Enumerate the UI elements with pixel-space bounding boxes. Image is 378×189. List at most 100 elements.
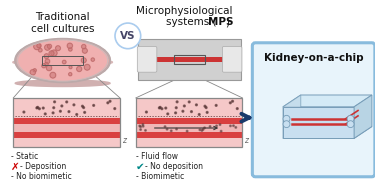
Circle shape xyxy=(191,111,192,112)
Circle shape xyxy=(176,101,178,103)
Circle shape xyxy=(283,115,290,122)
Circle shape xyxy=(62,60,66,64)
Circle shape xyxy=(69,66,72,69)
Circle shape xyxy=(219,124,221,125)
Circle shape xyxy=(204,127,205,129)
Text: - No biomimetic: - No biomimetic xyxy=(11,172,72,181)
Circle shape xyxy=(114,108,116,109)
Circle shape xyxy=(39,48,42,52)
Text: MPS: MPS xyxy=(208,17,233,27)
Circle shape xyxy=(66,101,68,103)
Circle shape xyxy=(146,111,147,113)
Circle shape xyxy=(161,108,163,110)
Ellipse shape xyxy=(13,58,112,66)
Circle shape xyxy=(42,64,46,68)
Text: - Biomimetic: - Biomimetic xyxy=(136,172,184,181)
Bar xyxy=(136,124,242,132)
Circle shape xyxy=(83,107,85,108)
Circle shape xyxy=(209,126,211,127)
Circle shape xyxy=(229,102,231,104)
Bar xyxy=(136,138,242,147)
Circle shape xyxy=(195,104,197,106)
Circle shape xyxy=(56,46,60,51)
Circle shape xyxy=(142,124,144,125)
Circle shape xyxy=(68,73,72,76)
Circle shape xyxy=(76,114,77,115)
Circle shape xyxy=(167,113,169,115)
Bar xyxy=(174,55,205,64)
Circle shape xyxy=(202,129,204,130)
Circle shape xyxy=(205,107,207,108)
Bar xyxy=(138,39,242,80)
Circle shape xyxy=(45,45,50,50)
Circle shape xyxy=(49,51,54,56)
Circle shape xyxy=(215,105,217,106)
Circle shape xyxy=(107,102,109,104)
Circle shape xyxy=(61,105,63,107)
Bar xyxy=(13,124,120,132)
Circle shape xyxy=(37,106,39,108)
Circle shape xyxy=(51,50,57,56)
Circle shape xyxy=(233,125,234,126)
Circle shape xyxy=(53,107,55,109)
Circle shape xyxy=(236,108,238,109)
Circle shape xyxy=(175,107,177,109)
Circle shape xyxy=(52,112,54,114)
Bar xyxy=(13,138,120,147)
Circle shape xyxy=(201,130,203,131)
Circle shape xyxy=(68,48,72,51)
Circle shape xyxy=(39,108,40,110)
Bar xyxy=(13,118,120,124)
Text: - Static: - Static xyxy=(11,152,39,161)
Circle shape xyxy=(82,44,86,49)
Circle shape xyxy=(93,105,94,106)
Circle shape xyxy=(115,23,141,49)
Circle shape xyxy=(170,130,172,132)
Circle shape xyxy=(199,129,201,131)
Circle shape xyxy=(186,130,188,132)
Text: Microphysiological: Microphysiological xyxy=(136,6,232,16)
Circle shape xyxy=(59,110,61,112)
Circle shape xyxy=(188,101,190,103)
Circle shape xyxy=(347,115,354,122)
Text: - No deposition: - No deposition xyxy=(145,162,203,171)
Circle shape xyxy=(77,66,82,72)
Circle shape xyxy=(176,128,177,130)
Circle shape xyxy=(46,65,52,71)
Circle shape xyxy=(50,72,56,78)
Circle shape xyxy=(109,100,111,102)
FancyBboxPatch shape xyxy=(253,43,375,177)
Circle shape xyxy=(68,111,70,112)
Circle shape xyxy=(37,44,41,48)
Text: systems (: systems ( xyxy=(166,17,217,27)
Circle shape xyxy=(220,130,222,132)
Circle shape xyxy=(82,48,87,53)
Circle shape xyxy=(54,101,56,103)
Ellipse shape xyxy=(15,39,110,82)
Circle shape xyxy=(206,112,208,113)
Circle shape xyxy=(36,107,38,109)
Circle shape xyxy=(67,43,73,48)
FancyBboxPatch shape xyxy=(137,46,157,72)
Text: ): ) xyxy=(226,17,230,27)
Polygon shape xyxy=(283,126,372,138)
Text: Kidney-on-a-chip: Kidney-on-a-chip xyxy=(264,53,363,63)
Bar xyxy=(136,98,242,118)
Circle shape xyxy=(232,100,234,102)
Circle shape xyxy=(182,110,184,112)
Circle shape xyxy=(165,107,167,109)
Bar xyxy=(136,98,242,147)
Polygon shape xyxy=(283,107,354,138)
Text: ✗: ✗ xyxy=(11,162,20,172)
Text: Traditional
cell cultures: Traditional cell cultures xyxy=(31,12,94,34)
Polygon shape xyxy=(283,95,301,138)
Bar xyxy=(42,56,84,65)
Circle shape xyxy=(140,126,141,128)
Circle shape xyxy=(230,125,231,127)
Circle shape xyxy=(84,112,85,113)
Circle shape xyxy=(164,126,166,127)
Circle shape xyxy=(30,70,36,75)
Circle shape xyxy=(204,105,206,107)
Bar xyxy=(156,57,223,62)
Circle shape xyxy=(143,125,144,127)
